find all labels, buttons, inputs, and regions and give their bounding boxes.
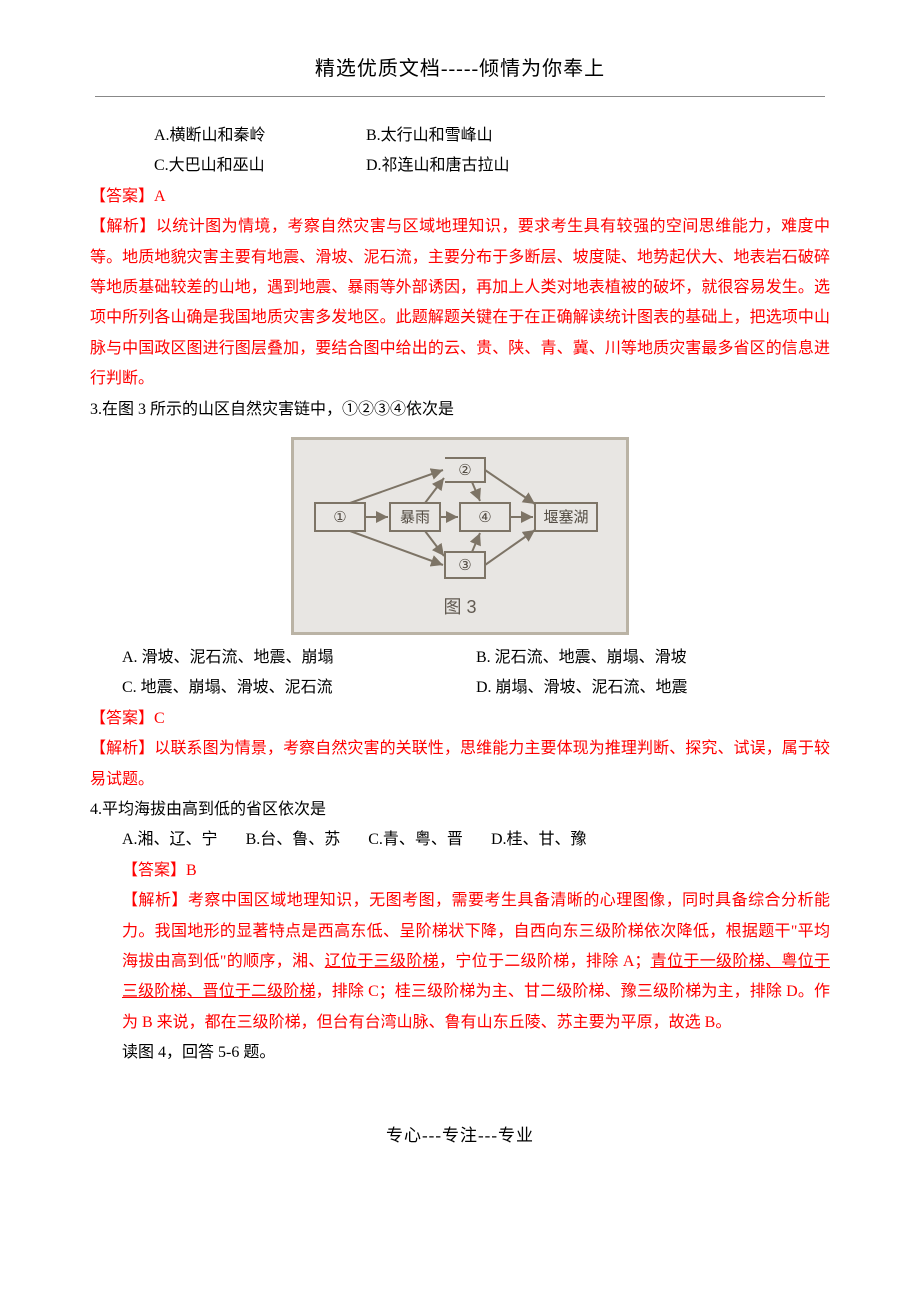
q3-options-row1: A. 滑坡、泥石流、地震、崩塌 B. 泥石流、地震、崩塌、滑坡: [90, 643, 830, 673]
q3-diagram-container: ① 暴雨 ② ④ ③ 堰塞湖: [90, 437, 830, 635]
q3-option-b: B. 泥石流、地震、崩塌、滑坡: [476, 643, 830, 673]
q4-option-a: A.湘、辽、宁: [122, 825, 218, 855]
q3-answer: 【答案】C: [90, 704, 830, 734]
page-container: 精选优质文档-----倾情为你奉上 A.横断山和秦岭 B.太行山和雪峰山 C.大…: [0, 0, 920, 1200]
q3-question: 3.在图 3 所示的山区自然灾害链中，①②③④依次是: [90, 395, 830, 425]
q3-options-row2: C. 地震、崩塌、滑坡、泥石流 D. 崩塌、滑坡、泥石流、地震: [90, 673, 830, 703]
box-top: ②: [458, 463, 471, 479]
q2-option-c: C.大巴山和巫山: [154, 151, 362, 181]
q3-option-c: C. 地震、崩塌、滑坡、泥石流: [122, 673, 476, 703]
q2-explain: 【解析】以统计图为情境，考察自然灾害与区域地理知识，要求考生具有较强的空间思维能…: [90, 212, 830, 394]
q3-diagram-caption: 图 3: [310, 590, 610, 624]
q3-option-a: A. 滑坡、泥石流、地震、崩塌: [122, 643, 476, 673]
q5-intro: 读图 4，回答 5-6 题。: [90, 1038, 830, 1068]
box-bot: ③: [458, 558, 471, 574]
flowchart-svg: ① 暴雨 ② ④ ③ 堰塞湖: [310, 448, 610, 588]
q2-option-d: D.祁连山和唐古拉山: [366, 157, 510, 174]
q4-option-c: C.青、粤、晋: [368, 825, 463, 855]
q4-explain-underline1: 辽位于三级阶梯: [325, 953, 439, 970]
q2-option-b: B.太行山和雪峰山: [366, 127, 493, 144]
q4-answer: 【答案】B: [90, 856, 830, 886]
q2-options-row2: C.大巴山和巫山 D.祁连山和唐古拉山: [90, 151, 830, 181]
q4-option-b: B.台、鲁、苏: [246, 825, 341, 855]
q2-answer: 【答案】A: [90, 182, 830, 212]
q3-diagram: ① 暴雨 ② ④ ③ 堰塞湖: [291, 437, 629, 635]
q4-explain: 【解析】考察中国区域地理知识，无图考图，需要考生具备清晰的心理图像，同时具备综合…: [90, 886, 830, 1038]
q3-option-d: D. 崩塌、滑坡、泥石流、地震: [476, 673, 830, 703]
box-right: 堰塞湖: [543, 508, 588, 526]
q4-explain-part2: ，宁位于二级阶梯，排除 A；: [439, 953, 650, 970]
q2-options-row1: A.横断山和秦岭 B.太行山和雪峰山: [90, 121, 830, 151]
box-rain: 暴雨: [400, 509, 430, 526]
q4-question: 4.平均海拔由高到低的省区依次是: [90, 795, 830, 825]
header-divider: [95, 96, 825, 97]
q2-option-a: A.横断山和秦岭: [154, 121, 362, 151]
box-mid: ④: [478, 510, 491, 526]
q4-option-d: D.桂、甘、豫: [491, 831, 587, 848]
page-header: 精选优质文档-----倾情为你奉上: [90, 50, 830, 88]
box-left: ①: [333, 510, 346, 526]
page-footer: 专心---专注---专业: [0, 1120, 920, 1152]
q4-options-row: A.湘、辽、宁 B.台、鲁、苏 C.青、粤、晋 D.桂、甘、豫: [90, 825, 830, 855]
q3-explain: 【解析】以联系图为情景，考察自然灾害的关联性，思维能力主要体现为推理判断、探究、…: [90, 734, 830, 795]
